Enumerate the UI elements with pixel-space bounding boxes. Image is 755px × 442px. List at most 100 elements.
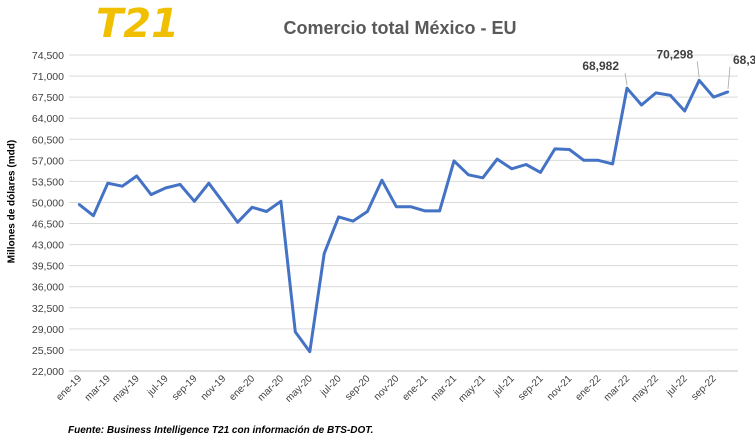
data-point	[222, 201, 225, 204]
data-point	[423, 209, 427, 213]
x-tick-label: sep-22	[689, 373, 719, 403]
data-point	[481, 176, 485, 179]
x-tick-label: sep-19	[170, 373, 200, 403]
data-point	[640, 103, 643, 107]
data-point	[683, 109, 686, 113]
data-point	[207, 182, 210, 185]
data-point	[279, 200, 283, 203]
data-point	[510, 167, 513, 170]
data-point	[597, 159, 600, 162]
data-point	[106, 182, 110, 185]
y-tick-label: 67,500	[32, 92, 64, 104]
data-label: 68,982	[582, 59, 619, 73]
data-point	[380, 178, 384, 182]
data-point	[712, 95, 715, 99]
x-tick-label: mar-22	[602, 373, 632, 403]
data-point	[366, 210, 369, 213]
x-tick-label: may-20	[284, 373, 316, 405]
data-point	[135, 174, 138, 178]
data-point	[669, 94, 672, 97]
data-labels: 68,982 70,298 68,384	[582, 47, 755, 89]
y-tick-label: 22,000	[32, 366, 64, 378]
y-tick-label: 64,000	[32, 113, 64, 125]
x-tick-label: may-22	[630, 373, 662, 405]
line-chart: 22,000 25,500 29,000 32,500 36,000 39,500 43,0…	[32, 47, 755, 405]
data-point	[438, 209, 441, 213]
x-tick-label: jul-19	[145, 373, 171, 399]
x-tick-label: mar-19	[83, 373, 113, 403]
y-tick-label: 25,500	[32, 345, 64, 357]
data-point	[539, 171, 542, 174]
y-tick-label: 36,000	[32, 282, 64, 294]
x-tick-label: sep-21	[516, 373, 546, 403]
y-tick-label: 57,000	[32, 155, 64, 167]
data-point	[697, 79, 701, 82]
x-tick-label: nov-21	[545, 373, 575, 403]
data-label: 68,384	[733, 53, 755, 67]
data-point	[351, 219, 355, 223]
data-point	[654, 91, 658, 95]
data-point	[250, 206, 254, 209]
data-point	[77, 203, 81, 206]
data-point	[265, 210, 268, 213]
data-point	[164, 186, 167, 190]
data-label-leader	[696, 61, 700, 78]
data-label: 70,298	[656, 47, 693, 61]
series-line-path	[78, 78, 729, 354]
y-tick-label: 60,500	[32, 134, 64, 146]
data-point	[568, 148, 571, 151]
data-label-leader	[624, 73, 628, 86]
y-tick-label: 39,500	[32, 261, 64, 273]
data-point	[337, 215, 340, 219]
x-tick-label: jul-22	[664, 373, 690, 399]
data-point	[322, 252, 326, 255]
data-point	[553, 147, 557, 151]
data-point	[149, 193, 153, 196]
x-tick-label: nov-20	[372, 373, 402, 403]
x-tick-label: jul-20	[318, 373, 344, 399]
svg-text:T21: T21	[96, 2, 179, 42]
data-point	[726, 90, 730, 94]
x-tick-label: sep-20	[343, 373, 373, 403]
x-tick-label: mar-20	[256, 373, 286, 403]
data-point	[452, 159, 456, 163]
x-tick-label: ene-20	[227, 373, 257, 403]
x-tick-label: may-19	[110, 373, 142, 405]
data-point	[625, 87, 629, 90]
data-point	[467, 173, 470, 176]
y-axis-ticks: 22,000 25,500 29,000 32,500 36,000 39,500 43,0…	[32, 50, 64, 378]
y-tick-label: 46,500	[32, 219, 64, 231]
y-tick-label: 53,500	[32, 176, 64, 188]
chart-title: Comercio total México - EU	[283, 18, 517, 38]
data-point	[121, 185, 124, 188]
x-tick-label: ene-21	[400, 373, 430, 403]
data-point	[294, 330, 297, 334]
data-point	[496, 157, 499, 161]
data-point	[92, 214, 95, 217]
y-tick-label: 74,500	[32, 50, 64, 62]
data-point	[236, 221, 239, 224]
data-point	[524, 163, 528, 166]
t21-logo: T21	[96, 2, 179, 42]
data-point	[409, 205, 412, 208]
x-tick-label: nov-19	[199, 373, 229, 403]
data-point	[308, 350, 311, 353]
data-label-leader	[727, 66, 731, 89]
data-point	[582, 159, 585, 162]
y-tick-label: 50,000	[32, 197, 64, 209]
data-point	[611, 162, 614, 166]
y-tick-label: 43,000	[32, 240, 64, 252]
x-tick-label: ene-22	[574, 373, 604, 403]
data-point	[395, 205, 398, 208]
series-line	[77, 78, 730, 354]
x-tick-label: may-21	[457, 373, 489, 405]
x-tick-label: jul-21	[491, 373, 517, 399]
x-tick-label: mar-21	[429, 373, 459, 403]
source-note: Fuente: Business Intelligence T21 con in…	[68, 425, 374, 436]
y-tick-label: 29,000	[32, 324, 64, 336]
data-point	[193, 200, 196, 203]
y-tick-label: 32,500	[32, 303, 64, 315]
y-tick-label: 71,000	[32, 71, 64, 83]
data-point	[178, 183, 182, 186]
